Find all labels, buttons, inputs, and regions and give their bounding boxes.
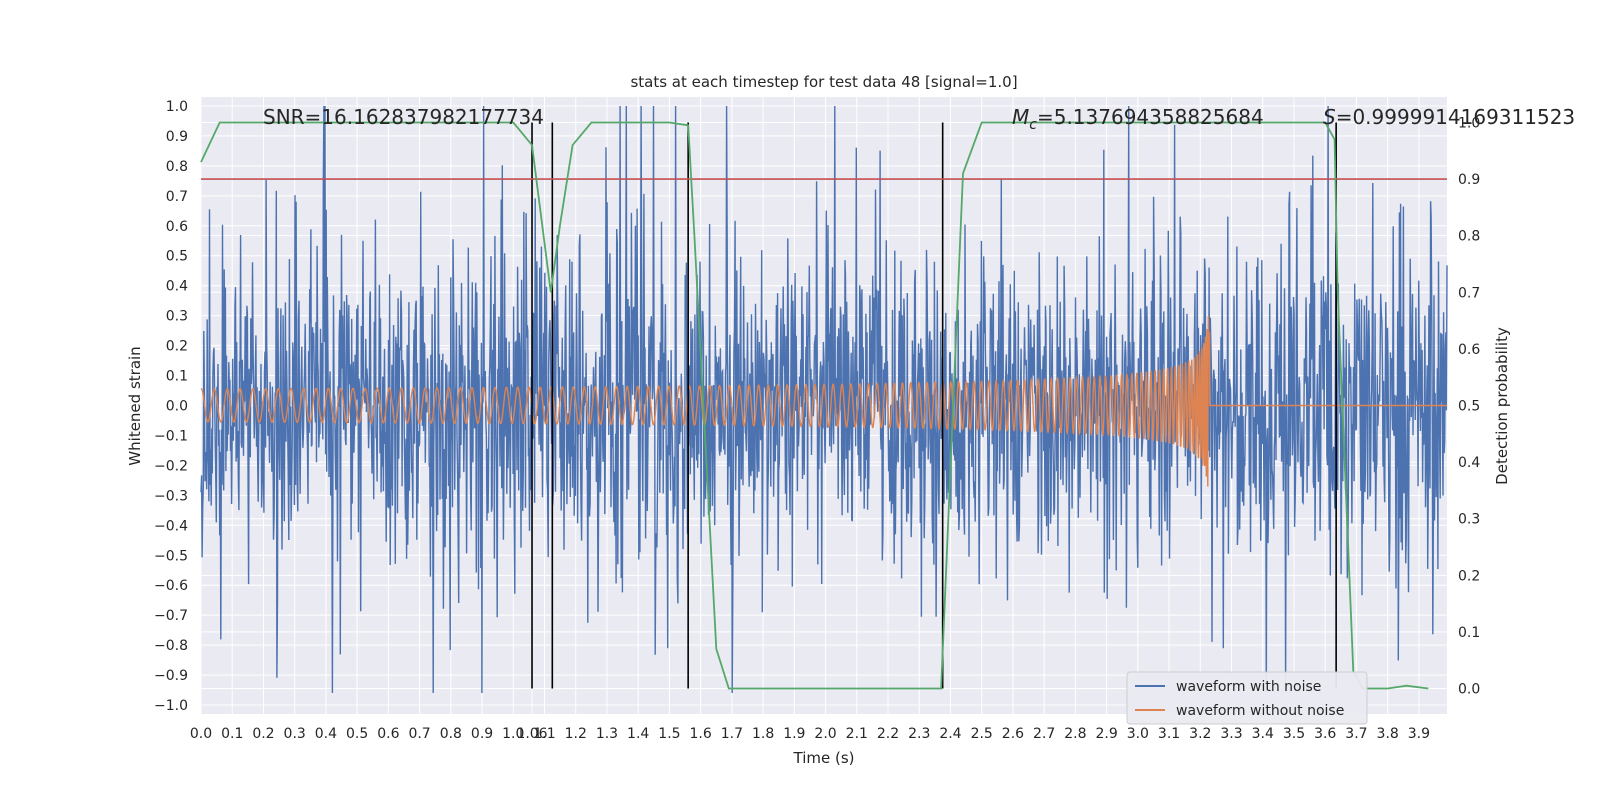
x-tick-label: 1.1: [533, 726, 555, 742]
y-left-tick-label: −0.3: [154, 488, 188, 504]
x-tick-label: 1.9: [783, 726, 805, 742]
x-tick-label: 0.0: [190, 726, 212, 742]
x-tick-label: 2.4: [939, 726, 961, 742]
legend: waveform with noise waveform without noi…: [1126, 671, 1368, 725]
x-tick-label: 0.1: [221, 726, 243, 742]
x-tick-label: 2.1: [846, 726, 868, 742]
x-tick-label: 1.4: [627, 726, 649, 742]
x-tick-label: 1.0: [502, 726, 524, 742]
series-waveform-with-noise: [200, 105, 1448, 694]
y-left-tick-label: −0.9: [154, 668, 188, 684]
x-tick-label: 3.1: [1158, 726, 1180, 742]
s-symbol: S: [1323, 105, 1336, 129]
x-tick-label: 3.8: [1377, 726, 1399, 742]
x-tick-label: 3.2: [1189, 726, 1211, 742]
y-right-tick-label: 0.6: [1458, 342, 1480, 358]
x-axis-label: Time (s): [793, 749, 855, 767]
y-left-tick-label: 0.3: [166, 309, 188, 325]
y-left-tick-label: 0.5: [166, 249, 188, 265]
x-tick-label: 1.3: [596, 726, 618, 742]
chart-title: stats at each timestep for test data 48 …: [630, 73, 1017, 91]
y-left-tick-label: −0.4: [154, 518, 188, 534]
y-right-tick-label: 0.5: [1458, 399, 1480, 415]
x-tick-label: 0.6: [377, 726, 399, 742]
y-right-tick-label: 0.4: [1458, 455, 1480, 471]
legend-label-clean: waveform without noise: [1176, 703, 1344, 719]
x-tick-label: 0.7: [408, 726, 430, 742]
y-left-tick-label: 1.0: [166, 99, 188, 115]
y-axis-right-ticks: 1.0 0.9 0.8 0.7 0.6 0.5 0.4 0.3 0.2 0.1 0.0: [1458, 115, 1480, 697]
y-left-tick-label: 0.0: [166, 399, 188, 415]
x-tick-label: 2.6: [1002, 726, 1024, 742]
y-right-tick-label: 0.7: [1458, 285, 1480, 301]
legend-box: [1126, 671, 1368, 725]
y-right-tick-label: 1.0: [1458, 115, 1480, 131]
y-right-tick-label: 0.1: [1458, 625, 1480, 641]
y-axis-right-label: Detection probability: [1493, 327, 1511, 485]
y-left-tick-label: 0.4: [166, 279, 188, 295]
noise-waveform-line: [200, 105, 1448, 694]
x-tick-label: 2.2: [877, 726, 899, 742]
x-tick-label: 2.3: [908, 726, 930, 742]
y-right-tick-label: 0.9: [1458, 172, 1480, 188]
s-annotation: S=0.9999914169311523: [1323, 105, 1575, 129]
y-left-tick-label: 0.8: [166, 159, 188, 175]
x-tick-label: 2.7: [1033, 726, 1055, 742]
x-tick-label: 3.3: [1220, 726, 1242, 742]
x-tick-label: 0.9: [471, 726, 493, 742]
series-waveform-without-noise: [200, 315, 1447, 487]
x-tick-label: 3.5: [1283, 726, 1305, 742]
s-value: =0.9999914169311523: [1336, 105, 1575, 129]
chirp-mass-value: =5.137694358825684: [1037, 105, 1264, 129]
clean-waveform-line: [200, 315, 1447, 487]
chirp-mass-subscript: c: [1029, 117, 1037, 133]
y-right-tick-label: 0.2: [1458, 568, 1480, 584]
y-right-tick-label: 0.8: [1458, 229, 1480, 245]
x-tick-label: 1.06: [516, 726, 547, 742]
y-right-tick-label: 0.0: [1458, 682, 1480, 698]
x-axis-ticks: 0.0 0.1 0.2 0.3 0.4 0.5 0.6 0.7 0.8 0.9 1.01.061.1…: [190, 726, 1430, 742]
x-tick-label: 0.8: [440, 726, 462, 742]
x-tick-label: 3.6: [1314, 726, 1336, 742]
y-left-tick-label: 0.6: [166, 219, 188, 235]
x-tick-label: 1.7: [721, 726, 743, 742]
y-left-tick-label: −0.2: [154, 458, 188, 474]
y-left-tick-label: 0.7: [166, 189, 188, 205]
y-left-tick-label: −0.1: [154, 428, 188, 444]
y-left-tick-label: 0.1: [166, 369, 188, 385]
x-tick-label: 0.3: [284, 726, 306, 742]
snr-annotation: SNR=16.162837982177734: [263, 105, 544, 129]
y-right-tick-label: 0.3: [1458, 512, 1480, 528]
y-left-tick-label: −0.7: [154, 608, 188, 624]
x-tick-label: 2.8: [1064, 726, 1086, 742]
x-tick-label: 0.4: [315, 726, 337, 742]
x-tick-label: 3.9: [1408, 726, 1430, 742]
y-left-tick-label: −0.6: [154, 578, 188, 594]
chirp-mass-annotation: Mc=5.137694358825684: [1012, 105, 1264, 133]
y-left-tick-label: −0.8: [154, 638, 188, 654]
x-tick-label: 0.5: [346, 726, 368, 742]
y-left-tick-label: −0.5: [154, 548, 188, 564]
x-tick-label: 3.4: [1252, 726, 1274, 742]
chirp-mass-symbol: M: [1012, 105, 1029, 129]
x-tick-label: 2.9: [1095, 726, 1117, 742]
y-left-tick-label: 0.2: [166, 339, 188, 355]
x-tick-label: 1.6: [690, 726, 712, 742]
x-tick-label: 1.5: [658, 726, 680, 742]
x-tick-label: 2.5: [971, 726, 993, 742]
x-tick-label: 0.2: [252, 726, 274, 742]
y-axis-left-label: Whitened strain: [126, 346, 144, 465]
legend-label-noise: waveform with noise: [1176, 679, 1321, 695]
y-left-tick-label: −1.0: [154, 698, 188, 714]
y-left-tick-label: 0.9: [166, 129, 188, 145]
y-axis-left-ticks: 1.0 0.9 0.8 0.7 0.6 0.5 0.4 0.3 0.2 0.1 0.0 −0.1 −0.…: [154, 99, 188, 714]
x-tick-label: 2.0: [814, 726, 836, 742]
x-tick-label: 3.0: [1127, 726, 1149, 742]
x-tick-label: 1.2: [565, 726, 587, 742]
x-tick-label: 3.7: [1345, 726, 1367, 742]
x-tick-label: 1.8: [752, 726, 774, 742]
